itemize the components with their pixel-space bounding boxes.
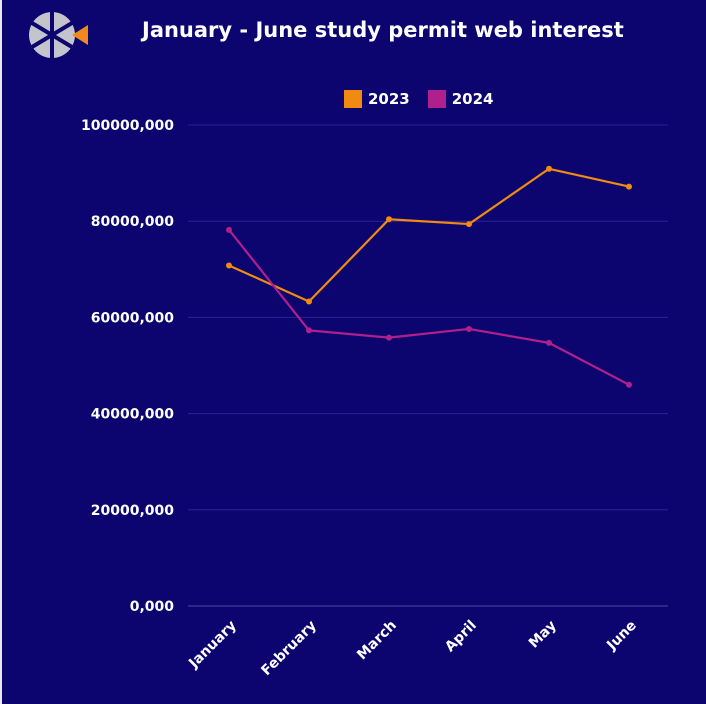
x-tick-label: April — [442, 618, 480, 656]
y-tick-label: 60000,000 — [91, 310, 175, 326]
legend-label-2023: 2023 — [368, 90, 410, 108]
x-tick-label: June — [603, 618, 640, 655]
y-tick-label: 20000,000 — [91, 503, 175, 519]
data-point-2024 — [306, 327, 312, 334]
data-point-2024 — [466, 325, 472, 332]
data-point-2023 — [546, 165, 552, 172]
data-point-2023 — [626, 183, 632, 190]
x-axis: January February March April May June — [185, 618, 640, 679]
series-line-2023 — [228, 167, 630, 303]
x-tick-label: May — [526, 618, 560, 652]
data-point-2024 — [386, 334, 392, 341]
data-point-2024 — [546, 339, 552, 346]
data-point-2023 — [386, 216, 392, 223]
series-lines — [226, 165, 632, 388]
x-tick-label: February — [258, 618, 319, 679]
chart-title: January - June study permit web interest — [142, 18, 624, 42]
legend-label-2024: 2024 — [451, 90, 494, 108]
legend: 2023 2024 — [344, 90, 494, 108]
data-point-2023 — [466, 221, 472, 228]
pinwheel-logo-icon — [28, 10, 92, 66]
data-point-2024 — [226, 226, 232, 233]
y-tick-label: 80000,000 — [91, 214, 175, 230]
y-tick-label: 0,000 — [130, 599, 175, 615]
gridlines — [188, 124, 668, 607]
y-tick-label: 40000,000 — [91, 407, 175, 423]
data-point-2023 — [306, 298, 312, 305]
y-tick-label: 100000,000 — [81, 118, 174, 134]
legend-item-2024: 2024 — [427, 90, 494, 108]
x-tick-label: January — [185, 618, 240, 673]
legend-swatch-2024 — [427, 90, 446, 108]
data-point-2024 — [626, 381, 632, 388]
x-tick-label: March — [354, 618, 400, 664]
legend-item-2023: 2023 — [344, 90, 410, 108]
data-point-2023 — [226, 262, 232, 269]
legend-swatch-2023 — [344, 90, 362, 108]
y-axis: 0,000 20000,000 40000,000 60000,000 80000,00… — [81, 118, 174, 615]
series-line-2024 — [228, 229, 630, 386]
